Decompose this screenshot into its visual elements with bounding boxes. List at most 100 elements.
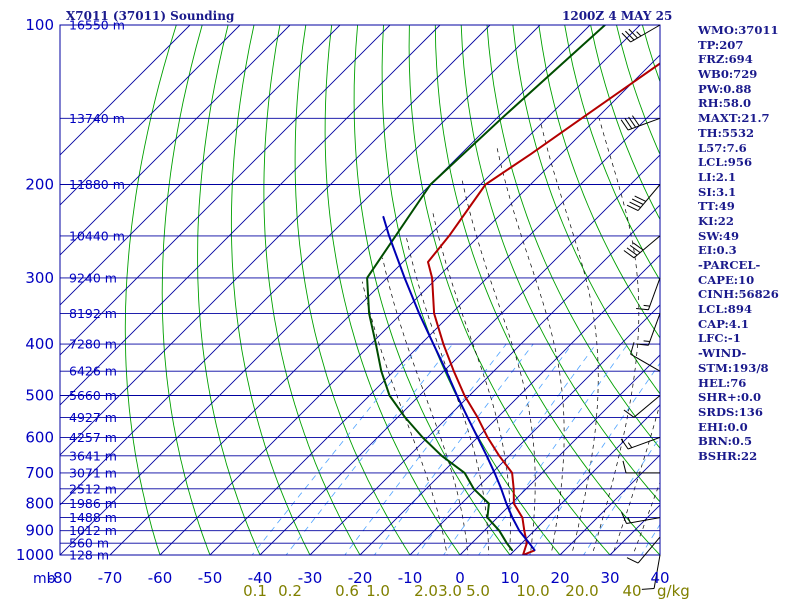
height-label: 1488 m [69, 510, 117, 525]
mixing-ratio-tick-label: 20.0 [565, 582, 598, 600]
index-item: SRDS:136 [698, 404, 763, 419]
plot-frame [59, 24, 661, 556]
isotherm-line [60, 25, 541, 506]
mixing-ratio-line [478, 343, 629, 555]
mixing-ratio-tick-label: 1.0 [366, 582, 390, 600]
temperature-tick-label: -40 [248, 569, 273, 587]
index-item: EHI:0.0 [698, 419, 748, 434]
dry-adiabat-line [538, 25, 660, 339]
temperature-point [463, 394, 466, 397]
station-title: X7011 (37011) Sounding [66, 9, 235, 23]
index-item: SI:3.1 [698, 184, 737, 199]
moist-adiabat-line [361, 281, 448, 555]
index-item: CAPE:10 [698, 272, 755, 287]
pressure-unit-label: mb [33, 571, 56, 587]
dry-adiabat-line [197, 25, 261, 555]
parcel-point [505, 502, 508, 505]
wind-barb-shaft [630, 353, 661, 372]
wind-barb [626, 184, 661, 212]
wind-barb [623, 395, 661, 418]
parcel-point [518, 529, 521, 532]
dry-adiabat-line [460, 25, 660, 503]
index-item: SW:49 [698, 228, 740, 243]
parcel-point [418, 312, 420, 315]
temperature-tick-label: -50 [198, 569, 223, 587]
wind-barb [623, 235, 661, 259]
index-item: CINH:56826 [698, 287, 779, 302]
wind-barb-flag [636, 308, 649, 311]
parcel-point [493, 472, 496, 474]
wind-barb-half-flag [627, 442, 633, 448]
parcel-point [476, 436, 479, 439]
wind-barb-flag [636, 343, 649, 346]
mixing-ratio-tick-label: 0.1 [243, 582, 267, 600]
temperature-tick-label: 10 [500, 569, 519, 587]
temperature-point [448, 235, 450, 237]
wind-barb-shaft [627, 436, 661, 450]
wind-barb [621, 24, 661, 43]
wind-barb-flag [623, 250, 635, 259]
index-item: FRZ:694 [698, 52, 753, 67]
wind-barb [630, 342, 661, 372]
isotherm-line [309, 204, 660, 555]
index-item: TP:207 [698, 37, 744, 52]
dewpoint-point [429, 183, 432, 186]
wind-barb-shaft [627, 117, 661, 131]
temperature-point [427, 261, 429, 263]
index-item: STM:193/8 [698, 360, 769, 375]
isotherms [60, 25, 660, 555]
valid-time: 1200Z 4 MAY 25 [562, 9, 673, 23]
height-label: 13740 m [69, 111, 125, 126]
parcel-point [382, 215, 385, 218]
wind-barb-half-flag [627, 516, 631, 524]
mixing-ratio-tick-label: 5.0 [466, 582, 490, 600]
temperature-tick-label: -20 [348, 569, 373, 587]
height-label: 7280 m [69, 337, 117, 352]
dewpoint-point [368, 312, 370, 315]
temperature-point [512, 488, 515, 490]
wind-barb-shaft [637, 536, 661, 564]
dry-adiabat-line [161, 25, 211, 555]
isotherm-line [60, 25, 391, 356]
parcel-point [511, 516, 514, 519]
wind-barb-flag [641, 588, 655, 590]
height-label: 3641 m [69, 448, 117, 463]
index-item: TH:5532 [698, 125, 755, 140]
wind-barb [626, 536, 661, 564]
pressure-tick-label: 900 [25, 522, 54, 540]
index-item: LFC:-1 [698, 331, 741, 346]
parcel-point [500, 488, 503, 490]
height-label: 1986 m [69, 496, 117, 511]
index-item: LCL:956 [698, 155, 753, 170]
index-item: RH:58.0 [698, 96, 752, 111]
dewpoint-profile [366, 25, 606, 551]
pressure-tick-label: 100 [25, 16, 54, 34]
wind-barb-half-flag [636, 31, 642, 37]
pressure-tick-label: 400 [25, 335, 54, 353]
temperature-tick-label: -80 [48, 569, 73, 587]
pressure-tick-label: 700 [25, 464, 54, 482]
height-label: 3071 m [69, 465, 117, 480]
parcel-point [456, 394, 458, 397]
mixing-ratio-tick-label: 0.6 [335, 582, 359, 600]
dewpoint-point [388, 394, 391, 397]
temperature-tick-label: 0 [455, 569, 465, 587]
height-label: 11880 m [69, 177, 125, 192]
mixing-ratio-line [528, 362, 660, 555]
wind-barb-flag [629, 244, 641, 254]
wind-barb-shaft [647, 313, 661, 346]
temperature-point [484, 183, 487, 186]
parcel-point [528, 542, 531, 544]
index-item: BRN:0.5 [698, 434, 753, 449]
dewpoint-point [511, 549, 513, 552]
isotherm-line [109, 25, 641, 555]
wind-barb [620, 115, 661, 131]
temperature-tick-label: -30 [298, 569, 323, 587]
wind-barb-shaft [630, 24, 661, 43]
isotherm-line [60, 25, 491, 456]
wind-barb-flag [626, 204, 639, 212]
dewpoint-point [486, 516, 489, 519]
height-label: 8192 m [69, 306, 117, 321]
temperature-point [486, 436, 489, 439]
